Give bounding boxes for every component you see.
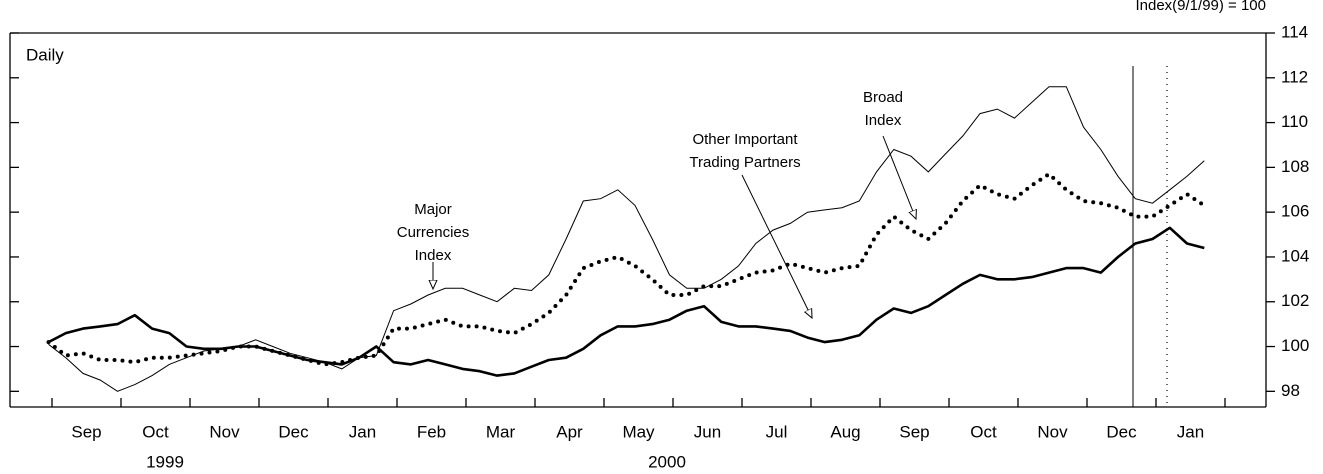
series-line [48, 86, 1205, 392]
x-tick-label: May [622, 422, 655, 441]
unit-note: Index(9/1/99) = 100 [1135, 0, 1266, 14]
x-tick-label: Sep [899, 422, 929, 441]
series-line [46, 171, 1207, 367]
y-tick-label: 104 [1281, 246, 1309, 265]
x-tick-label: Jan [349, 422, 376, 441]
series-annotation: Index [415, 247, 452, 264]
x-tick-label: Feb [417, 422, 446, 441]
x-tick-label: Aug [830, 422, 860, 441]
frequency-label: Daily [26, 45, 64, 64]
series-annotation: Major [414, 201, 452, 218]
x-tick-label: Jan [1177, 422, 1204, 441]
series-line [47, 226, 1205, 377]
y-tick-label: 106 [1281, 202, 1309, 221]
arrows [433, 135, 916, 318]
y-tick-label: 98 [1281, 381, 1300, 400]
year-label: 2000 [648, 452, 686, 471]
x-tick-label: Jun [694, 422, 721, 441]
frame [9, 32, 1267, 408]
y-tick-label: 110 [1281, 112, 1308, 131]
y-tick-label: 114 [1281, 22, 1308, 41]
x-tick-label: Jul [766, 422, 788, 441]
y-tick-label: 108 [1281, 157, 1309, 176]
x-tick-label: Apr [556, 422, 583, 441]
x-tick-label: Dec [1106, 422, 1137, 441]
series-annotation: Currencies [397, 224, 470, 241]
series-annotation: Trading Partners [689, 154, 800, 171]
year-label: 1999 [146, 452, 184, 471]
y-tick-label: 100 [1281, 336, 1309, 355]
x-tick-label: Oct [142, 422, 169, 441]
series-annotation: Other Important [692, 131, 798, 148]
y-tick-label: 102 [1281, 291, 1309, 310]
series-annotation: Index [865, 112, 902, 129]
x-tick-label: Oct [970, 422, 997, 441]
x-tick-label: Nov [209, 422, 240, 441]
y-tick-label: 112 [1281, 67, 1308, 86]
x-tick-label: Dec [278, 422, 309, 441]
x-tick-label: Sep [71, 422, 101, 441]
series-annotation: Broad [863, 89, 903, 106]
x-tick-label: Nov [1037, 422, 1068, 441]
x-tick-label: Mar [486, 422, 516, 441]
